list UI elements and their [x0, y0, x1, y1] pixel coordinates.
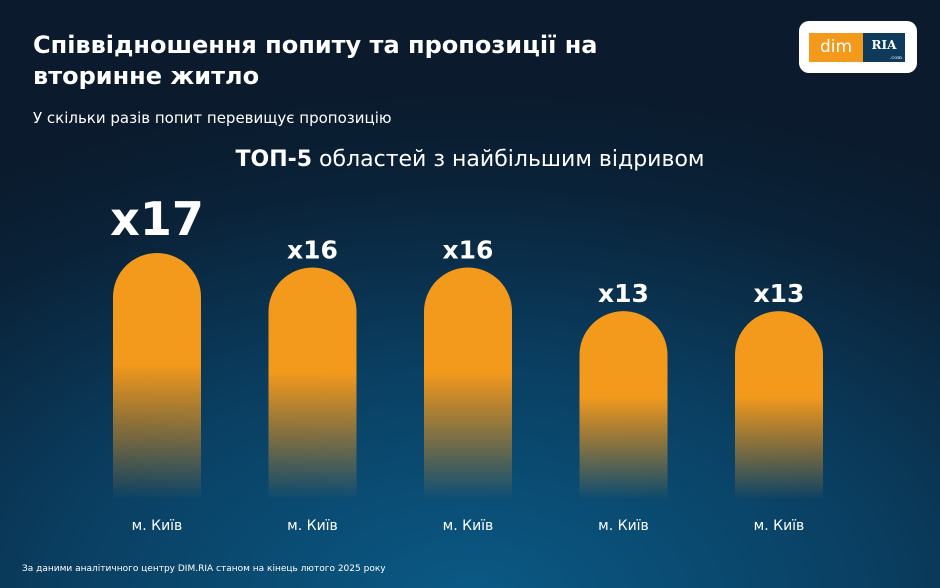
bar	[735, 311, 823, 500]
heading-rest: областей з найбільшим відривом	[312, 147, 705, 172]
category-label: м. Київ	[754, 518, 805, 534]
footer-source: За даними аналітичного центру DIM.RIA ст…	[22, 564, 386, 574]
data-label: x13	[754, 279, 805, 308]
bar	[579, 311, 668, 500]
page-title: Співвідношення попиту та пропозиції на в…	[33, 31, 598, 90]
logo-ria: RIA .com	[863, 33, 905, 62]
subtitle: У скільки разів попит перевищує пропозиц…	[33, 109, 392, 127]
heading-bold: ТОП-5	[235, 147, 313, 172]
category-label: м. Київ	[598, 518, 649, 534]
data-label: x16	[443, 236, 494, 265]
bar	[113, 253, 201, 500]
bar	[424, 267, 512, 500]
dimria-logo: dim RIA .com	[799, 21, 917, 73]
chart-heading: ТОП-5 областей з найбільшим відривом	[0, 147, 940, 172]
bar	[268, 267, 357, 500]
category-label: м. Київ	[132, 518, 183, 534]
category-label: м. Київ	[443, 518, 494, 534]
category-label: м. Київ	[287, 518, 338, 534]
data-label: x13	[598, 279, 649, 308]
data-label: x17	[110, 192, 204, 246]
data-label: x16	[287, 236, 338, 265]
logo-dim: dim	[809, 33, 863, 62]
